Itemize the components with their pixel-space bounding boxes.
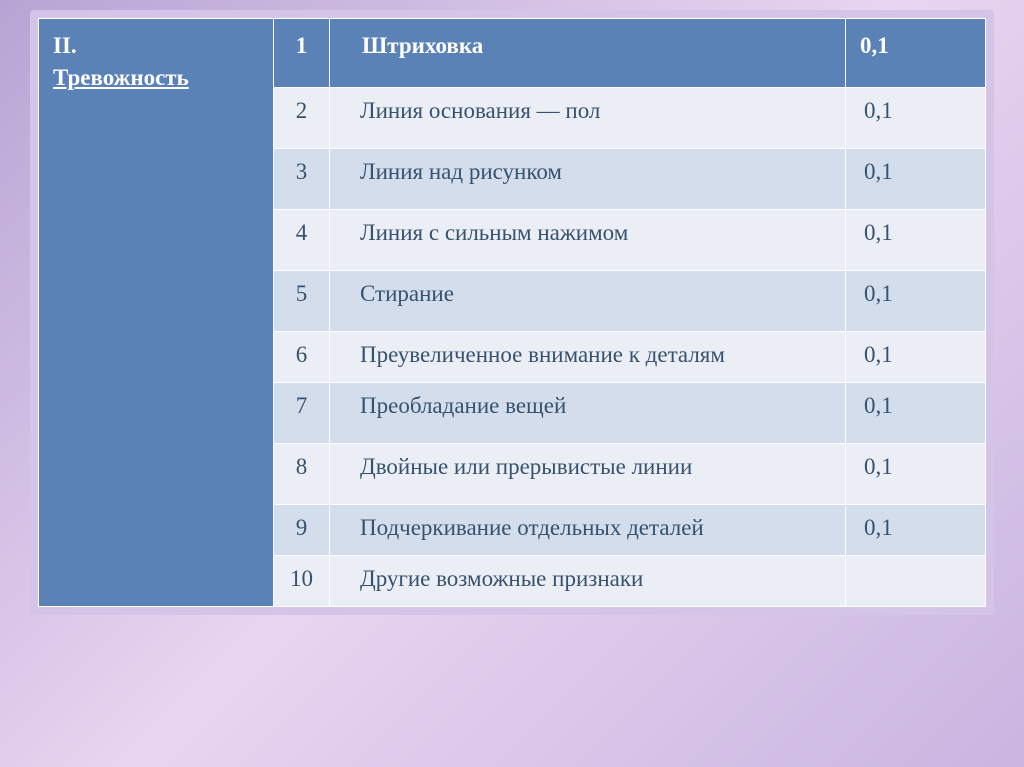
table-header-row: II. Тревожность 1 Штриховка 0,1 [39,19,986,88]
row-desc: Линия с сильным нажимом [330,210,846,271]
row-num: 3 [274,149,330,210]
row-val: 0,1 [846,505,986,556]
row-val: 0,1 [846,332,986,383]
row-num: 5 [274,271,330,332]
anxiety-table: II. Тревожность 1 Штриховка 0,1 2 Линия … [38,18,986,607]
row-desc: Линия над рисунком [330,149,846,210]
row-desc-text: Стирание [342,281,831,307]
row-val: 0,1 [846,210,986,271]
row-desc: Стирание [330,271,846,332]
row-desc-text: Другие возможные признаки [342,566,831,592]
row-num: 4 [274,210,330,271]
row-desc-text: Подчеркивание отдельных деталей [342,515,831,541]
row-desc-text: Штриховка [344,33,831,59]
row-val [846,556,986,607]
row-desc: Подчеркивание отдельных деталей [330,505,846,556]
category-number: II. [53,33,77,58]
row-val: 0,1 [846,444,986,505]
row-num: 2 [274,88,330,149]
row-desc: Преобладание вещей [330,383,846,444]
row-desc: Двойные или прерывистые линии [330,444,846,505]
row-desc: Линия основания — пол [330,88,846,149]
row-val: 0,1 [846,271,986,332]
category-cell: II. Тревожность [39,19,274,607]
row-desc-text: Линия с сильным нажимом [342,220,831,246]
category-name: Тревожность [53,65,259,91]
row-num: 9 [274,505,330,556]
row-val: 0,1 [846,88,986,149]
row-val: 0,1 [846,19,986,88]
row-desc-text: Двойные или прерывистые линии [342,454,831,480]
row-num: 10 [274,556,330,607]
row-desc-text: Преобладание вещей [342,393,831,419]
row-desc-text: Преувеличенное внимание к деталям [342,342,831,368]
row-desc: Преувеличенное внимание к деталям [330,332,846,383]
row-num: 6 [274,332,330,383]
row-num: 8 [274,444,330,505]
table-frame: II. Тревожность 1 Штриховка 0,1 2 Линия … [30,10,994,615]
row-val: 0,1 [846,149,986,210]
row-desc: Штриховка [330,19,846,88]
row-desc-text: Линия основания — пол [342,98,831,124]
row-desc: Другие возможные признаки [330,556,846,607]
row-num: 1 [274,19,330,88]
row-val: 0,1 [846,383,986,444]
row-num: 7 [274,383,330,444]
row-desc-text: Линия над рисунком [342,159,831,185]
